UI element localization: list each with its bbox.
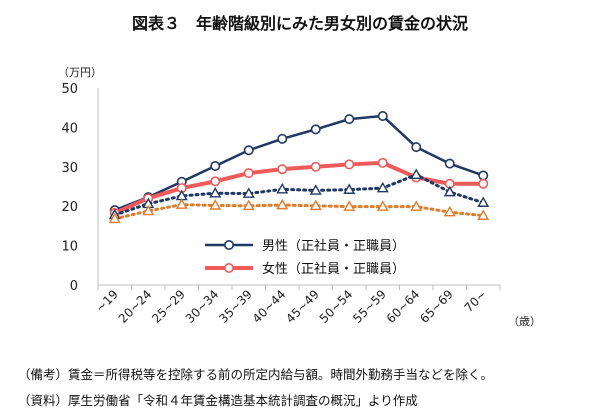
y-tick-label: 20	[61, 200, 78, 215]
data-point	[276, 198, 289, 210]
series-line	[113, 173, 485, 217]
x-tick-label: 45~49	[283, 287, 322, 326]
data-point	[343, 183, 356, 194]
x-tick-label: 40~44	[250, 287, 289, 326]
x-tick-label: 35~39	[216, 287, 255, 326]
series-line	[114, 114, 484, 212]
data-point	[309, 199, 322, 211]
remarks-note: （備考）賃金＝所得税等を控除する前の所定内給与額。時間外勤務手当などを除く。	[18, 367, 494, 382]
data-point	[411, 142, 422, 153]
series-line	[113, 203, 485, 221]
data-point	[410, 168, 423, 179]
y-tick-label: 40	[61, 121, 78, 136]
x-tick-label: 25~29	[149, 287, 188, 326]
x-tick-label: ~19	[93, 287, 121, 315]
legend-marker	[224, 240, 235, 251]
x-tick-label: 30~34	[183, 287, 222, 326]
data-point	[209, 199, 222, 210]
data-point	[377, 157, 388, 168]
data-point	[277, 133, 288, 144]
data-point	[310, 124, 321, 135]
data-point	[376, 200, 389, 211]
data-point	[209, 186, 222, 198]
line-chart: 0 10 20 30 40 50 （万円） ~1920~2425~2930~3435~3940…	[58, 66, 541, 328]
data-point	[108, 212, 121, 224]
data-point	[243, 145, 254, 156]
y-tick-label: 10	[61, 240, 78, 255]
data-point	[310, 161, 321, 172]
data-point	[142, 204, 155, 216]
data-point	[210, 161, 221, 172]
x-tick-label: 20~24	[116, 287, 155, 326]
data-point	[376, 181, 389, 193]
legend-label: 女性（正社員・正職員）	[262, 261, 405, 277]
x-tick-label: 55~59	[350, 287, 389, 326]
x-tick-label: 60~64	[384, 287, 423, 326]
data-point	[443, 205, 456, 217]
x-tick-label: 50~54	[317, 287, 356, 326]
legend-marker	[224, 262, 235, 273]
data-point	[477, 196, 490, 207]
data-point	[410, 200, 423, 211]
data-point	[343, 200, 356, 211]
data-point	[477, 209, 490, 220]
data-point	[276, 183, 289, 194]
data-point	[243, 168, 254, 179]
chart-title: 図表３ 年齢階級別にみた男女別の賃金の状況	[131, 14, 468, 33]
x-tick-label: 70~	[462, 287, 490, 315]
data-point	[478, 170, 489, 181]
data-point	[309, 184, 322, 195]
x-axis-unit: （歳）	[508, 315, 541, 328]
data-point	[210, 176, 221, 187]
data-point	[277, 164, 288, 175]
data-point	[444, 158, 455, 169]
x-tick-label: 65~69	[417, 287, 456, 326]
y-tick-label: 30	[61, 161, 78, 176]
data-point	[175, 198, 188, 209]
data-point	[242, 187, 255, 198]
data-point	[478, 178, 489, 189]
data-point	[242, 199, 255, 211]
y-tick-label: 0	[70, 279, 78, 294]
data-point	[377, 110, 388, 121]
data-point	[443, 185, 456, 197]
y-axis-unit: （万円）	[58, 66, 102, 79]
legend-label: 男性（正社員・正職員）	[262, 238, 405, 254]
data-point	[344, 114, 355, 125]
data-point	[344, 159, 355, 170]
y-tick-label: 50	[61, 82, 78, 97]
source-note: （資料）厚生労働省「令和４年賃金構造基本統計調査の概況」より作成	[18, 393, 418, 408]
